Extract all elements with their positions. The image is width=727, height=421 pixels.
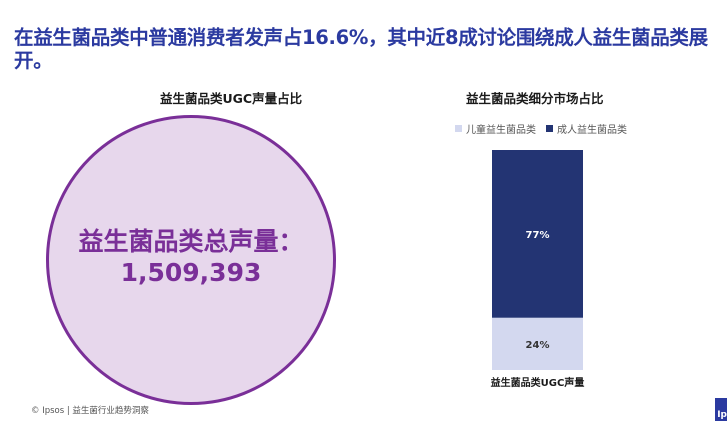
legend-item-children: 儿童益生菌品类 [455, 121, 536, 136]
legend-item-adult: 成人益生菌品类 [546, 121, 627, 136]
footer-source: © Ipsos | 益生菌行业趋势洞察 [31, 406, 149, 416]
stacked-chart-legend: 儿童益生菌品类 成人益生菌品类 [455, 121, 637, 136]
page-headline: 在益生菌品类中普通消费者发声占16.6%，其中近8成讨论围绕成人益生菌品类展开。 [14, 26, 708, 72]
bar-segment-children [492, 317, 583, 370]
total-volume-circle [46, 115, 336, 405]
stacked-chart-title: 益生菌品类细分市场占比 [466, 91, 604, 106]
bar-segment-adult [492, 150, 583, 318]
bar-label-children: 24% [526, 340, 550, 351]
bubble-chart-title: 益生菌品类UGC声量占比 [160, 91, 303, 106]
total-volume-label: 益生菌品类总声量： 1,509,393 [46, 226, 336, 288]
corner-logo-badge: Ip [715, 398, 727, 421]
bar-label-adult: 77% [526, 230, 550, 241]
legend-swatch-children [455, 125, 462, 132]
total-volume-value: 1,509,393 [120, 258, 262, 287]
total-volume-caption: 益生菌品类总声量： [78, 227, 304, 256]
category-label: 益生菌品类UGC声量 [491, 376, 585, 389]
legend-swatch-adult [546, 125, 553, 132]
legend-label-adult: 成人益生菌品类 [557, 125, 627, 136]
legend-label-children: 儿童益生菌品类 [466, 125, 536, 136]
